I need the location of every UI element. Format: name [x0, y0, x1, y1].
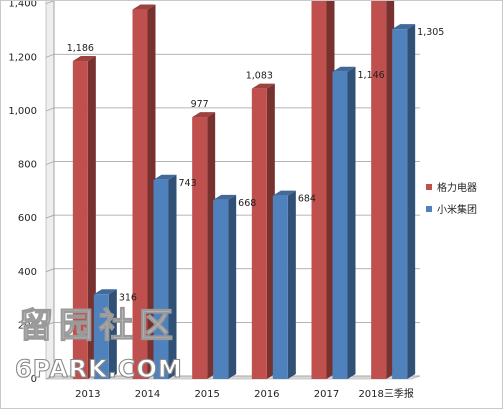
gridline-side	[45, 161, 55, 165]
y-tick-label: 1,400	[8, 1, 37, 10]
y-tick-label: 800	[18, 160, 37, 171]
bar-gree	[72, 61, 88, 380]
bar-top	[72, 56, 96, 62]
x-tick-label: 2015	[194, 389, 219, 400]
bar-xiaomi	[392, 29, 408, 380]
gridline-side	[45, 107, 55, 112]
gridline-side	[45, 322, 55, 326]
bar-xiaomi	[153, 179, 169, 379]
bar-top	[392, 24, 416, 30]
y-tick-label: 400	[18, 267, 37, 278]
bar-xiaomi	[93, 294, 109, 379]
data-label: 977	[191, 99, 209, 110]
bar-side	[108, 289, 117, 379]
bar-xiaomi	[332, 71, 348, 380]
gridline-side	[45, 375, 55, 380]
bar-side	[168, 174, 177, 379]
watermark-cjk: 留园社区	[19, 306, 179, 346]
gridline-side	[45, 53, 55, 58]
bar-side	[287, 190, 296, 379]
x-tick-label: 2017	[314, 389, 339, 400]
data-label: 1,186	[67, 43, 94, 54]
bar-top	[93, 289, 117, 295]
data-label: 684	[298, 194, 316, 205]
data-label: 743	[179, 178, 197, 189]
watermark-en: 6PARK.COM	[15, 355, 183, 383]
bar-side	[228, 194, 237, 379]
data-label: 668	[238, 198, 256, 209]
bar-xiaomi	[272, 195, 288, 379]
y-tick-label: 600	[18, 213, 37, 224]
y-tick-label: 1,200	[8, 52, 37, 63]
bar-gree	[132, 9, 148, 380]
x-tick-label: 2013	[75, 389, 100, 400]
bar-side	[407, 24, 416, 380]
bar-gree	[371, 1, 387, 380]
y-tick-label: 1,000	[8, 106, 37, 117]
legend-label: 小米集团	[437, 203, 477, 216]
bar-top	[213, 194, 237, 200]
gridline-side	[45, 214, 55, 219]
gridline-side	[45, 268, 55, 273]
data-label: 316	[119, 292, 137, 303]
legend-swatch	[426, 184, 432, 190]
bar-gree	[192, 117, 208, 380]
bar-xiaomi	[213, 199, 229, 379]
bar-gree	[311, 1, 327, 379]
data-label: 1,146	[358, 70, 385, 81]
bar-top	[272, 190, 296, 196]
data-label: 1,305	[417, 27, 444, 38]
legend-label: 格力电器	[437, 181, 477, 194]
x-tick-label: 2018三季报	[358, 387, 413, 400]
y-tick-label: 0	[31, 374, 37, 385]
bar-top	[192, 112, 216, 118]
data-label: 1,083	[246, 71, 273, 82]
x-tick-label: 2016	[254, 389, 279, 400]
bar-top	[132, 4, 156, 10]
bar-gree	[251, 88, 267, 379]
bar-top	[153, 174, 177, 180]
x-tick-label: 2014	[135, 389, 160, 400]
legend-swatch	[426, 206, 432, 212]
y-tick-label: 200	[18, 320, 37, 331]
bar-top	[332, 66, 356, 72]
data-label: 1,378	[126, 1, 153, 3]
bar-side	[347, 66, 356, 380]
bar-top	[251, 83, 275, 89]
gridline-side	[45, 1, 55, 4]
